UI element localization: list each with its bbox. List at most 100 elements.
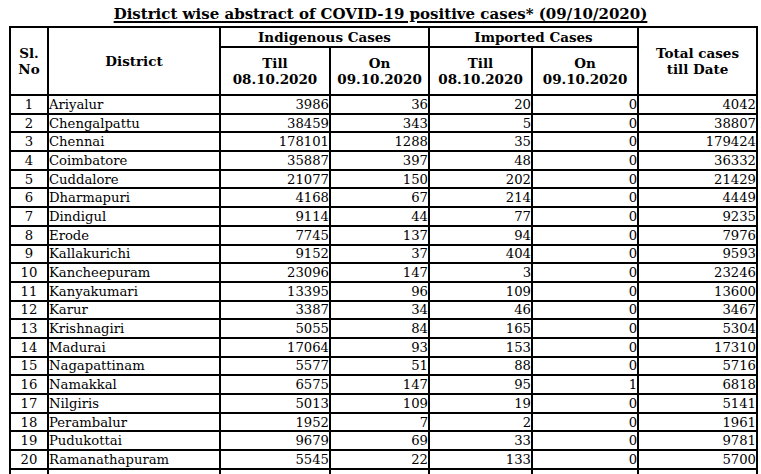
cell-imported-till: 95	[429, 375, 532, 394]
cell-indigenous-on: 109	[330, 394, 429, 413]
cell-imported-till: 133	[429, 450, 532, 469]
cell-imported-till: 3	[429, 263, 532, 282]
cell-district: Madurai	[48, 338, 220, 357]
cell-indigenous-on: 7	[330, 413, 429, 432]
table-row: 17Nilgiris50131091905141	[10, 394, 757, 413]
cell-indigenous-till: 23096	[220, 263, 330, 282]
cell-indigenous-on: 1288	[330, 132, 429, 151]
header-total-cases: Total cases till Date	[638, 27, 757, 95]
table-header: Sl. No District Indigenous Cases Importe…	[10, 27, 757, 95]
cell-imported-on: 0	[532, 151, 638, 170]
cell-imported-on: 0	[532, 95, 638, 114]
cell-indigenous-on: 147	[330, 263, 429, 282]
cell-indigenous-till: 13395	[220, 282, 330, 301]
cell-total: 9593	[638, 245, 757, 264]
cell-district: Kallakurichi	[48, 245, 220, 264]
cell-sl-no: 17	[10, 394, 48, 413]
covid-cases-table: Sl. No District Indigenous Cases Importe…	[9, 26, 758, 474]
cell-total: 23246	[638, 263, 757, 282]
cell-imported-till: 94	[429, 226, 532, 245]
cell-imported-on: 0	[532, 226, 638, 245]
header-group-row: Sl. No District Indigenous Cases Importe…	[10, 27, 757, 47]
table-row: 2Chengalpattu384593435038807	[10, 114, 757, 133]
cell-imported-on: 1	[532, 375, 638, 394]
cell-indigenous-on: 397	[330, 151, 429, 170]
table-row: 16Namakkal65751479516818	[10, 375, 757, 394]
cell-imported-on: 0	[532, 319, 638, 338]
cell-indigenous-till: 17064	[220, 338, 330, 357]
cell-indigenous-on: 67	[330, 188, 429, 207]
header-imported-cases: Imported Cases	[429, 27, 638, 47]
header-imported-till: Till 08.10.2020	[429, 47, 532, 95]
cell-total: 38807	[638, 114, 757, 133]
table-row: 19Pudukottai9679693309781	[10, 431, 757, 450]
cell-total: 9235	[638, 207, 757, 226]
cell-total: 3467	[638, 301, 757, 320]
table-row: 13Krishnagiri50558416505304	[10, 319, 757, 338]
cell-imported-till: 153	[429, 338, 532, 357]
cell-sl-no: 10	[10, 263, 48, 282]
cell-imported-on: 0	[532, 132, 638, 151]
cell-indigenous-till: 21077	[220, 170, 330, 189]
cell-sl-no: 5	[10, 170, 48, 189]
cell-district: Chennai	[48, 132, 220, 151]
cell-total: 36332	[638, 151, 757, 170]
cell-district: Krishnagiri	[48, 319, 220, 338]
page: District wise abstract of COVID-19 posit…	[0, 0, 761, 474]
cell-imported-on: 0	[532, 301, 638, 320]
cell-indigenous-on: 84	[330, 319, 429, 338]
cell-total: 5141	[638, 394, 757, 413]
cell-imported-till: 202	[429, 170, 532, 189]
cell-indigenous-till: 5055	[220, 319, 330, 338]
cell-indigenous-on: 37	[330, 245, 429, 264]
header-indigenous-cases: Indigenous Cases	[220, 27, 429, 47]
cell-district: Pudukottai	[48, 431, 220, 450]
cell-district: Nilgiris	[48, 394, 220, 413]
table-row: 12Karur3387344603467	[10, 301, 757, 320]
cell-sl-no: 3	[10, 132, 48, 151]
cell-indigenous-till: 35887	[220, 151, 330, 170]
cell-imported-on: 0	[532, 114, 638, 133]
cell-indigenous-till: 6575	[220, 375, 330, 394]
cell-district: Coimbatore	[48, 151, 220, 170]
cell-total: 17310	[638, 338, 757, 357]
cell-indigenous-on: 96	[330, 282, 429, 301]
cell-imported-on: 0	[532, 263, 638, 282]
cell-district: Ariyalur	[48, 95, 220, 114]
cell-imported-till: 35	[429, 132, 532, 151]
table-row: 1Ariyalur3986362004042	[10, 95, 757, 114]
cell-indigenous-till: 9679	[220, 431, 330, 450]
cell-sl-no: 16	[10, 375, 48, 394]
cell-total: 21429	[638, 170, 757, 189]
cell-imported-till: 404	[429, 245, 532, 264]
cell-district: Dindigul	[48, 207, 220, 226]
cell-empty	[48, 469, 220, 474]
table-row: 14Madurai1706493153017310	[10, 338, 757, 357]
cell-indigenous-till: 3387	[220, 301, 330, 320]
header-indigenous-till: Till 08.10.2020	[220, 47, 330, 95]
cell-sl-no: 12	[10, 301, 48, 320]
cell-total: 179424	[638, 132, 757, 151]
cell-imported-till: 19	[429, 394, 532, 413]
cell-sl-no: 2	[10, 114, 48, 133]
table-row: 6Dharmapuri41686721404449	[10, 188, 757, 207]
header-imported-on: On 09.10.2020	[532, 47, 638, 95]
table-row: 8Erode77451379407976	[10, 226, 757, 245]
table-row: 10Kancheepuram230961473023246	[10, 263, 757, 282]
cell-indigenous-till: 3986	[220, 95, 330, 114]
cell-indigenous-till: 5013	[220, 394, 330, 413]
cell-total: 6818	[638, 375, 757, 394]
table-row: 11Kanyakumari1339596109013600	[10, 282, 757, 301]
cell-sl-no: 20	[10, 450, 48, 469]
cell-empty	[638, 469, 757, 474]
cell-indigenous-on: 150	[330, 170, 429, 189]
cell-total: 5304	[638, 319, 757, 338]
cell-total: 4449	[638, 188, 757, 207]
cell-empty	[10, 469, 48, 474]
cell-indigenous-on: 137	[330, 226, 429, 245]
cell-imported-till: 20	[429, 95, 532, 114]
cell-district: Kancheepuram	[48, 263, 220, 282]
cell-district: Cuddalore	[48, 170, 220, 189]
cell-imported-till: 46	[429, 301, 532, 320]
cell-imported-till: 88	[429, 357, 532, 376]
